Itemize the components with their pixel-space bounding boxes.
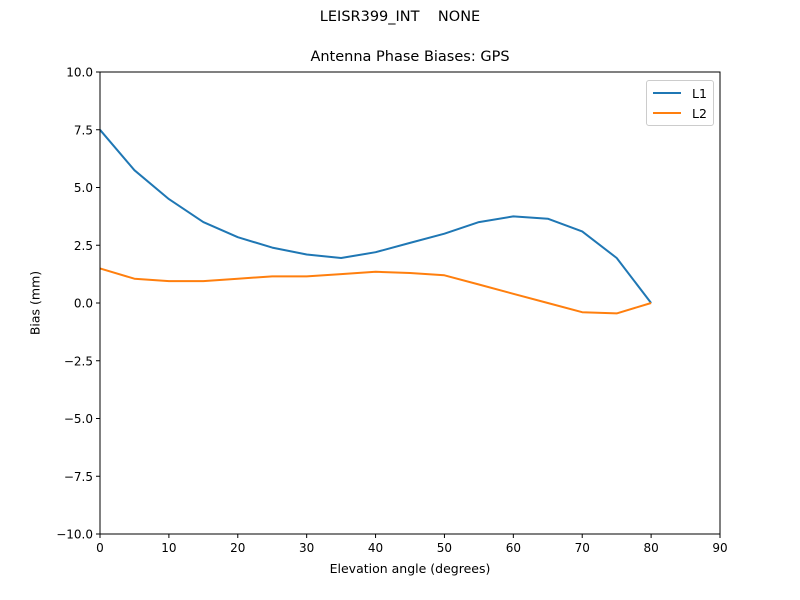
legend-swatch-l2-icon — [653, 112, 681, 114]
axes-frame — [99, 71, 721, 535]
y-axis-label: Bias (mm) — [27, 270, 43, 336]
x-tick-label: 40 — [368, 541, 383, 555]
y-tick-label: 7.5 — [74, 123, 93, 137]
x-tick-label: 60 — [506, 541, 521, 555]
x-tick-label: 10 — [161, 541, 176, 555]
y-tick-label: −2.5 — [64, 354, 93, 368]
y-tick-label: −10.0 — [56, 528, 93, 542]
y-tick-label: 5.0 — [74, 181, 93, 195]
x-tick-label: 50 — [437, 541, 452, 555]
x-tick-label: 70 — [575, 541, 590, 555]
legend-label: L1 — [692, 85, 707, 101]
figure-suptitle: LEISR399_INT NONE — [319, 9, 481, 25]
series-line-l1 — [99, 129, 652, 304]
x-axis-label: Elevation angle (degrees) — [329, 561, 491, 576]
y-tick-label: 2.5 — [74, 239, 93, 253]
x-tick-label: 90 — [712, 541, 727, 555]
y-tick-label: −5.0 — [64, 412, 93, 426]
y-tick-label: −7.5 — [64, 470, 93, 484]
legend-swatch-l1-icon — [653, 92, 681, 94]
x-tick-label: 30 — [299, 541, 314, 555]
x-tick-label: 0 — [96, 541, 104, 555]
y-tick-label: 0.0 — [74, 297, 93, 311]
x-tick-label: 80 — [643, 541, 658, 555]
y-tick-label: 10.0 — [66, 66, 93, 80]
series-line-l2 — [99, 267, 652, 315]
legend-label: L2 — [692, 105, 707, 121]
x-tick-label: 20 — [230, 541, 245, 555]
legend-item-l1: L1 — [653, 83, 707, 103]
legend: L1 L2 — [646, 80, 714, 126]
legend-item-l2: L2 — [653, 103, 707, 123]
chart-title: Antenna Phase Biases: GPS — [310, 49, 510, 65]
